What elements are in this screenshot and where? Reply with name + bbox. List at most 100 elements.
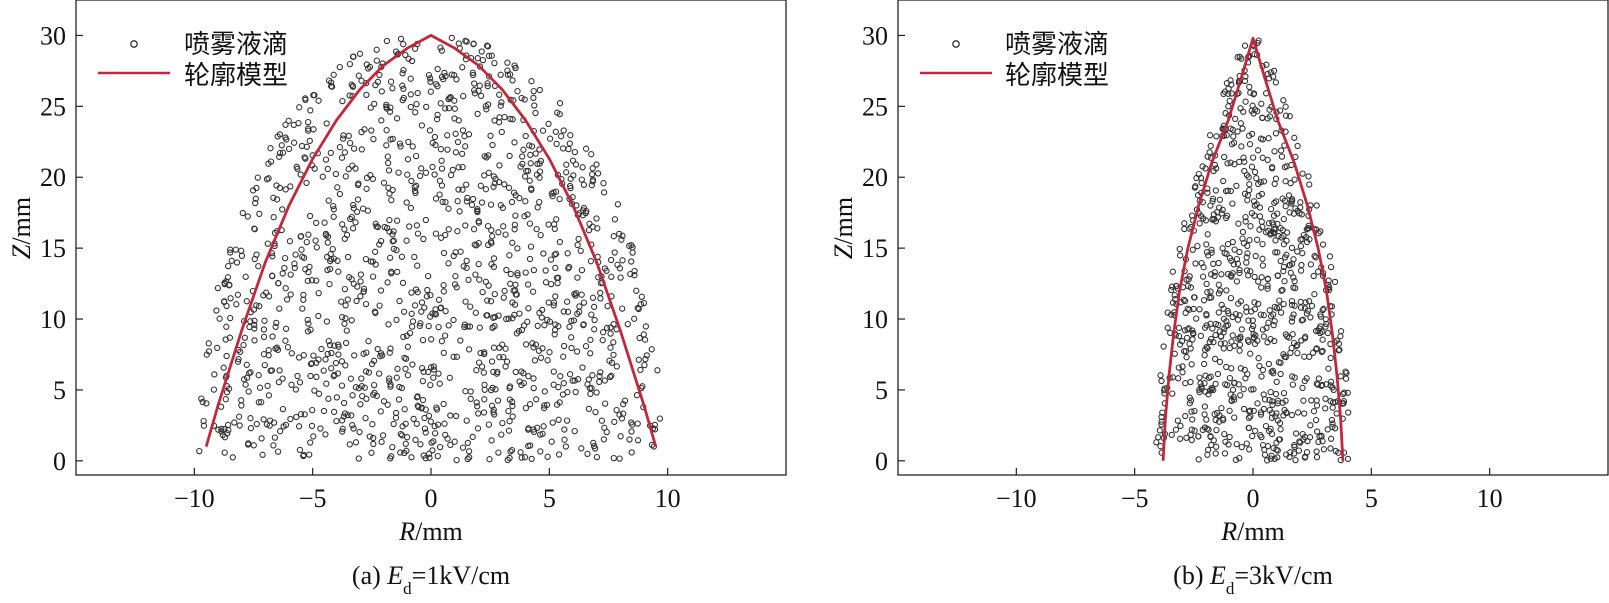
droplet-point [481,349,488,356]
droplet-point [1291,176,1298,183]
droplet-point [522,198,529,205]
droplet-point [290,121,297,129]
droplet-point [526,255,534,263]
droplet-point [467,395,474,403]
droplet-point [336,190,344,198]
droplet-point [617,433,624,440]
droplet-point [320,367,327,374]
droplet-point [252,195,259,202]
droplet-point [572,292,579,299]
droplet-point [1282,178,1289,185]
droplet-point [1189,327,1196,334]
droplet-point [571,148,579,156]
droplet-point [1202,388,1209,395]
droplet-point [403,237,410,244]
droplet-point [556,399,563,406]
droplet-point [607,344,614,351]
droplet-point [406,223,413,230]
droplet-point [1221,153,1228,161]
droplet-point [397,430,404,438]
droplet-point [1195,456,1202,463]
droplet-point [1204,289,1211,296]
droplet-point [398,253,406,260]
droplet-point [543,401,551,409]
droplet-point [473,367,480,374]
droplet-point [1275,359,1283,366]
droplet-point [400,41,407,48]
droplet-point [568,317,575,325]
legend-label-droplets: 喷雾液滴 [184,30,288,60]
droplet-point [419,377,427,385]
droplet-point [369,421,376,428]
droplet-point [435,370,442,377]
droplet-point [1274,210,1281,217]
droplet-point [1281,254,1289,261]
droplet-point [613,406,620,414]
droplet-point [1212,416,1219,424]
droplet-point [1252,252,1259,260]
legend: 喷雾液滴 轮廓模型 [920,30,1109,91]
droplet-point [344,411,351,419]
droplet-point [1190,305,1197,313]
droplet-point [486,456,493,463]
droplet-point [247,318,254,325]
droplet-point [366,433,373,440]
droplet-point [488,402,496,409]
droplet-point [648,346,655,353]
droplet-point [643,352,650,359]
droplet-point [455,164,462,171]
droplet-point [588,311,595,318]
droplet-point [500,223,507,230]
droplet-point [355,72,362,79]
droplet-point [323,318,331,325]
droplet-point [574,241,581,249]
droplet-point [419,396,427,404]
droplet-point [1298,261,1305,269]
droplet-point [498,128,505,136]
droplet-point [555,416,562,423]
droplet-point [434,83,441,90]
droplet-point [200,422,208,429]
droplet-point [541,388,548,395]
droplet-point [1253,201,1260,208]
droplet-point [411,187,419,195]
droplet-point [422,216,430,224]
droplet-point [1342,375,1350,382]
droplet-point [233,301,240,308]
droplet-point [1175,375,1182,382]
y-tick-label: 30 [862,21,888,50]
droplet-point [1241,167,1248,175]
droplet-point [1250,334,1257,341]
droplet-point [240,341,247,349]
droplet-point [413,420,420,427]
droplet-point [330,202,337,210]
droplet-point [1300,397,1307,404]
droplet-point [598,417,606,424]
droplet-point [547,256,555,263]
droplet-point [514,88,521,95]
droplet-point [553,140,560,148]
droplet-point [490,183,497,190]
droplet-point [1232,456,1240,464]
droplet-point [588,171,596,178]
droplet-point [1250,386,1257,393]
droplet-point [251,317,258,324]
droplet-point [1227,159,1234,166]
droplet-point [408,323,416,330]
droplet-point [610,321,617,328]
droplet-point [525,442,532,450]
droplet-point [1240,154,1247,161]
droplet-point [461,321,468,328]
droplet-point [445,105,453,112]
droplet-point [403,447,410,454]
droplet-point [463,198,471,205]
droplet-point [1244,242,1251,250]
droplet-point [450,252,457,260]
droplet-point [1308,302,1316,310]
droplet-point [293,163,300,170]
droplet-point [586,220,593,227]
droplet-point [451,115,458,122]
droplet-point [541,402,548,409]
